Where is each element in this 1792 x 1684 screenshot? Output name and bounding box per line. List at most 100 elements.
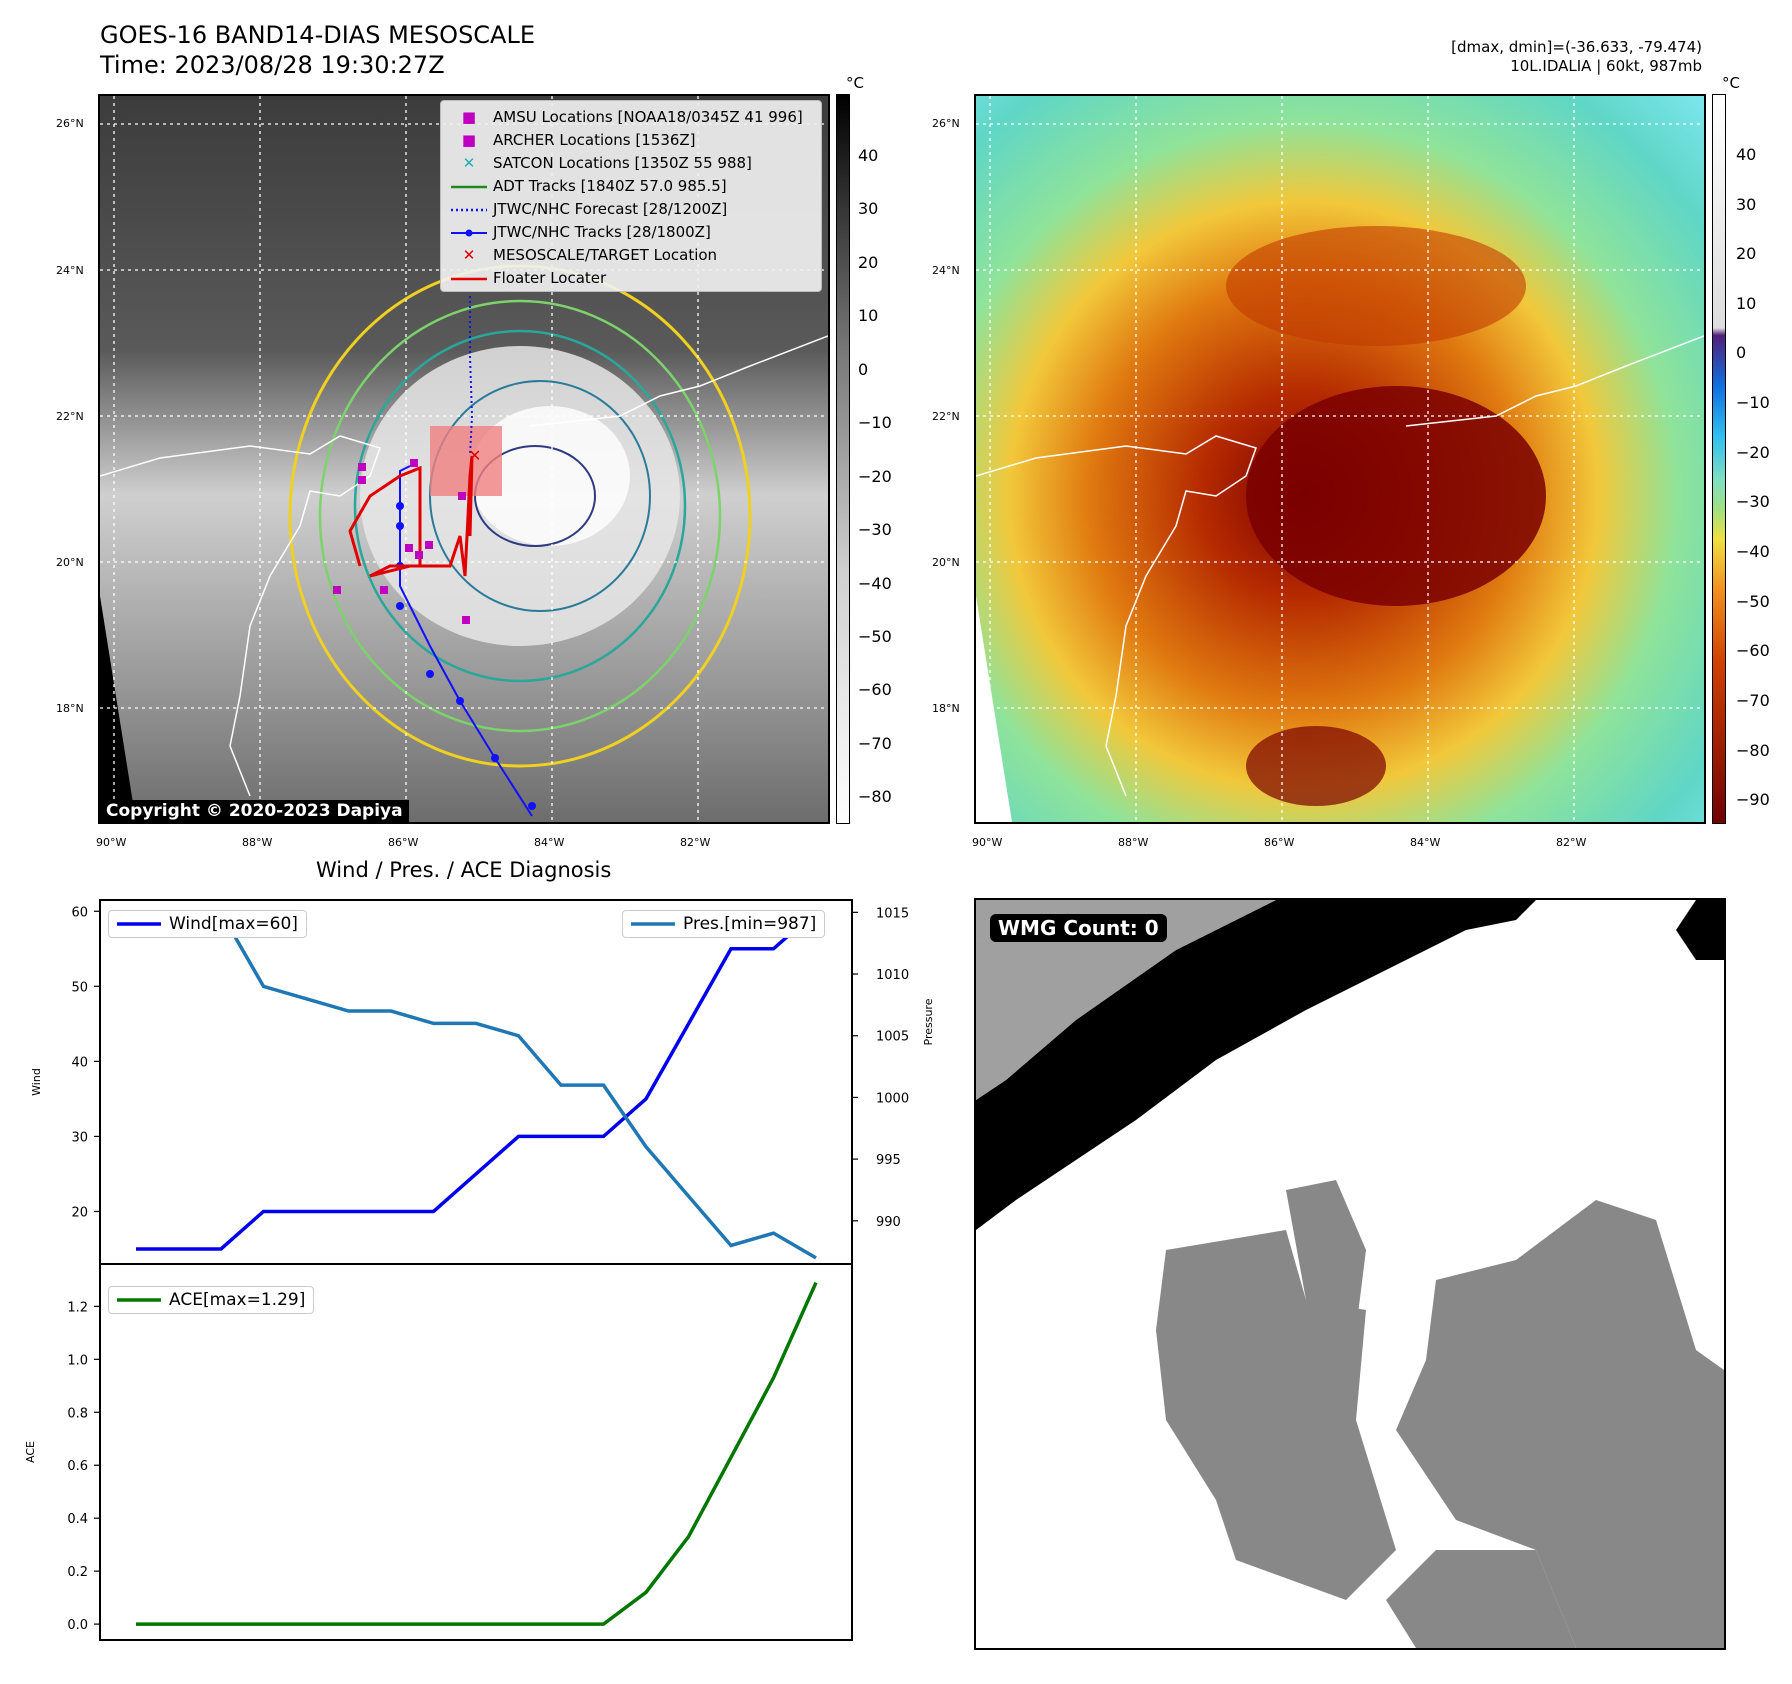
diagnosis-chart: 20 30 40 50 60 Wind 990 995 1000 1005 1010 1015 Pres…: [24, 899, 935, 1641]
wind-series-line: [136, 909, 818, 1251]
cold-cloud-top-core: [1246, 386, 1546, 606]
colorbar-unit: °C: [1722, 74, 1740, 92]
ir-colorbar: [836, 94, 850, 824]
colorbar-tick-label: −40: [1736, 542, 1770, 562]
lat-label: 20°N: [56, 556, 84, 569]
enhanced-ir-map: [974, 94, 1706, 824]
colorbar-tick-label: 20: [1736, 244, 1757, 264]
legend-label: Floater Locater: [493, 268, 607, 287]
wmg-gray-cell-north: [1286, 1180, 1366, 1330]
ace-ytick-label: 0.4: [67, 1512, 88, 1527]
legend-item-satcon: ✕ SATCON Locations [1350Z 55 988]: [449, 151, 813, 174]
colorbar-unit: °C: [846, 74, 864, 92]
legend-item-tracks: JTWC/NHC Tracks [28/1800Z]: [449, 220, 813, 243]
pressure-ytick-label: 1000: [876, 1091, 909, 1106]
lat-label: 26°N: [56, 117, 84, 130]
storm-summary-label: 10L.IDALIA | 60kt, 987mb: [1510, 57, 1702, 75]
lon-label: 90°W: [972, 836, 1003, 849]
wmg-panel: WMG Count: 0: [974, 898, 1726, 1650]
legend-item-target: ✕ MESOSCALE/TARGET Location: [449, 243, 813, 266]
wind-ytick-label: 30: [71, 1130, 88, 1145]
x-marker-icon: ✕: [462, 153, 476, 172]
wmg-gray-cell-west: [1156, 1230, 1396, 1600]
wmg-count-badge: WMG Count: 0: [990, 914, 1167, 942]
ace-ytick-label: 0.2: [67, 1565, 88, 1580]
pressure-ytick-label: 990: [876, 1215, 901, 1230]
colorbar-tick-label: −80: [858, 787, 892, 807]
lat-label: 24°N: [932, 264, 960, 277]
colorbar-tick-label: −60: [1736, 641, 1770, 661]
ace-series-line: [136, 1281, 818, 1626]
ace-ytick-label: 0.8: [67, 1406, 88, 1421]
lon-label: 84°W: [1410, 836, 1441, 849]
colorbar-tick-label: −10: [1736, 393, 1770, 413]
colorbar-tick-label: −70: [858, 733, 892, 753]
track-legend: ■ AMSU Locations [NOAA18/0345Z 41 996] ■…: [440, 100, 822, 292]
ace-ytick-label: 0.0: [67, 1618, 88, 1633]
lat-label: 20°N: [932, 556, 960, 569]
cuba-coastline: [1405, 335, 1704, 427]
coastline: [976, 435, 1257, 797]
line-dot-icon: [449, 223, 489, 241]
ace-ytick-label: 0.6: [67, 1459, 88, 1474]
colorbar-tick-label: −10: [858, 413, 892, 433]
wind-legend: Wind[max=60]: [108, 910, 307, 938]
lat-label: 24°N: [56, 264, 84, 277]
lon-label: 88°W: [242, 836, 273, 849]
legend-label: JTWC/NHC Forecast [28/1200Z]: [493, 199, 728, 218]
northern-band: [1226, 226, 1526, 346]
wmg-corner-black: [1676, 900, 1724, 960]
pressure-ytick-label: 995: [876, 1153, 901, 1168]
lat-label: 22°N: [932, 410, 960, 423]
colorbar-tick-label: −20: [858, 466, 892, 486]
wind-legend-label: Wind[max=60]: [169, 914, 298, 934]
lat-label: 26°N: [932, 117, 960, 130]
wmg-mask: [976, 900, 1724, 1648]
target-marker: ✕: [468, 446, 481, 465]
diagnosis-title: Wind / Pres. / ACE Diagnosis: [316, 858, 612, 882]
x-marker-icon: ✕: [462, 245, 476, 264]
pressure-legend-label: Pres.[min=987]: [683, 914, 817, 934]
colorbar-tick-label: −50: [1736, 591, 1770, 611]
colorbar-tick-label: 30: [858, 199, 879, 219]
legend-item-amsu: ■ AMSU Locations [NOAA18/0345Z 41 996]: [449, 105, 813, 128]
legend-label: ADT Tracks [1840Z 57.0 985.5]: [493, 176, 727, 195]
lat-label: 22°N: [56, 410, 84, 423]
no-data-region: [976, 596, 1012, 822]
dmax-dmin-label: [dmax, dmin]=(-36.633, -79.474): [1451, 38, 1702, 56]
legend-item-archer: ■ ARCHER Locations [1536Z]: [449, 128, 813, 151]
lat-label: 18°N: [932, 702, 960, 715]
solid-line-icon: [449, 177, 489, 195]
lon-label: 82°W: [1556, 836, 1587, 849]
ir-grayscale-map: ✕ ■ AMSU Locations [NOAA18/0345Z 41 996]…: [98, 94, 830, 824]
legend-label: ARCHER Locations [1536Z]: [493, 130, 696, 149]
colorbar-tick-label: −60: [858, 680, 892, 700]
pressure-legend: Pres.[min=987]: [622, 910, 826, 938]
ace-legend: ACE[max=1.29]: [108, 1286, 315, 1314]
fix-locations: [333, 459, 470, 624]
lat-label: 18°N: [56, 702, 84, 715]
floater-track: [348, 455, 474, 578]
colorbar-tick-label: 0: [1736, 343, 1747, 363]
ace-legend-label: ACE[max=1.29]: [169, 1290, 306, 1310]
colorbar-tick-label: 10: [1736, 293, 1757, 313]
enhanced-colorbar: [1712, 94, 1726, 824]
contour-inner: [353, 329, 687, 683]
colorbar-tick-label: −90: [1736, 790, 1770, 810]
lon-label: 86°W: [1264, 836, 1295, 849]
main-title-line1: GOES-16 BAND14-DIAS MESOSCALE: [100, 21, 536, 49]
dotted-line-icon: [449, 200, 489, 218]
coastline: [100, 435, 381, 797]
wind-axis-label: Wind: [30, 1068, 43, 1096]
forecast-track: [469, 296, 474, 457]
copyright-label: Copyright © 2020-2023 Dapiya: [100, 800, 409, 822]
pressure-series-line: [136, 910, 817, 1260]
colorbar-tick-label: 10: [858, 306, 879, 326]
legend-item-forecast: JTWC/NHC Forecast [28/1200Z]: [449, 197, 813, 220]
pressure-ytick-label: 1010: [876, 968, 909, 983]
wind-ytick-label: 20: [71, 1205, 88, 1220]
colorbar-tick-label: 30: [1736, 194, 1757, 214]
lon-label: 82°W: [680, 836, 711, 849]
storm-info: [dmax, dmin]=(-36.633, -79.474) 10L.IDAL…: [1451, 38, 1702, 76]
lon-label: 88°W: [1118, 836, 1149, 849]
